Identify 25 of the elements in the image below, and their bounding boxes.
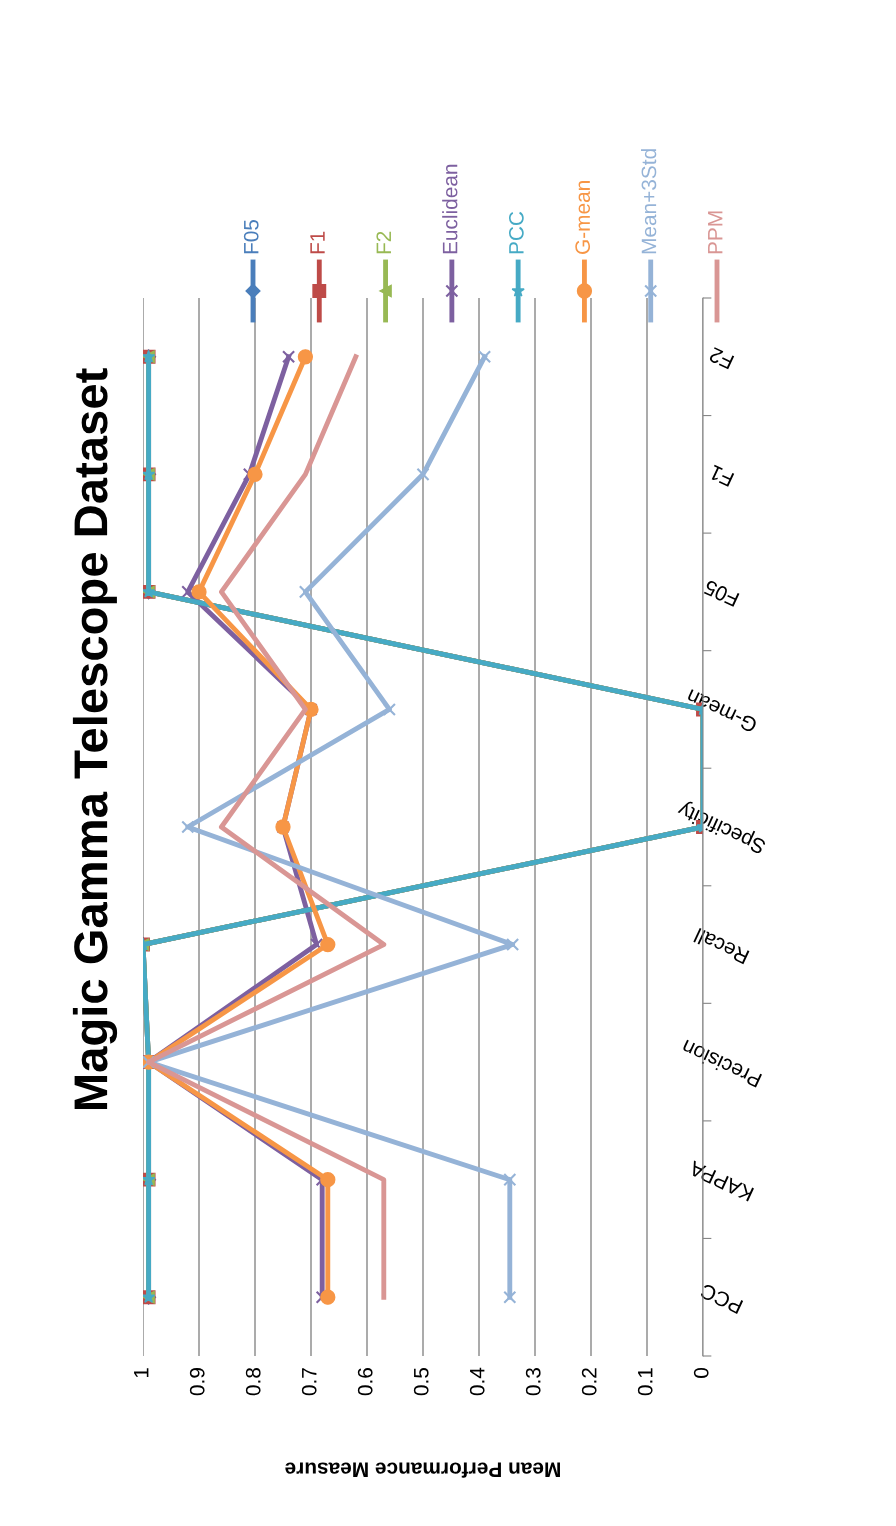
x-tick-label: 0.5 — [413, 1367, 429, 1396]
y-tick-label: F1 — [708, 464, 735, 487]
text: F2 — [376, 231, 391, 254]
text: Mean+3Std — [641, 149, 657, 254]
x-axis-title: Mean Performance Measure — [285, 1462, 560, 1478]
text: PPM — [708, 211, 723, 254]
x-tick-label: 0.7 — [301, 1368, 317, 1396]
x-tick-label: 0 — [693, 1367, 709, 1378]
y-tick-label: F05 — [703, 579, 740, 608]
text: PCC — [508, 211, 524, 254]
text: Magic Gamma Telescope Dataset — [72, 368, 118, 1110]
y-tick-label: PCC — [699, 1283, 744, 1315]
x-tick-label: 0.2 — [581, 1368, 597, 1396]
x-tick-label: 0.9 — [189, 1368, 205, 1396]
x-tick-label: 0.4 — [469, 1367, 485, 1396]
x-tick-label: 0.6 — [357, 1368, 373, 1396]
x-tick-label: 0.3 — [525, 1368, 541, 1396]
text: G-mean — [575, 181, 591, 254]
text: F1 — [310, 231, 325, 254]
x-tick-label: 0.8 — [245, 1368, 261, 1396]
text: F05 — [243, 219, 259, 254]
y-tick-label: F2 — [708, 347, 735, 370]
x-tick-label: 0.1 — [637, 1368, 653, 1396]
text: Euclidean — [442, 164, 458, 254]
x-tick-label: 1 — [134, 1368, 149, 1378]
